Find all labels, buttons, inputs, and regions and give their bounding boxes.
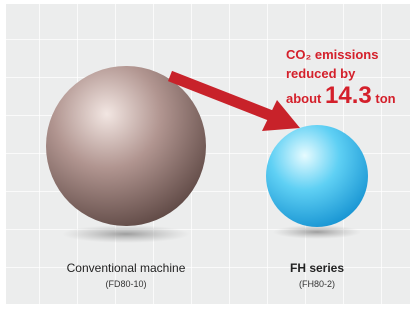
- annotation-amount: 14.3: [325, 82, 372, 109]
- item-name: FH series: [290, 261, 344, 275]
- annotation-unit: ton: [375, 91, 395, 106]
- annotation-line: reduced by: [286, 66, 356, 81]
- sphere-shadow: [62, 225, 190, 243]
- annotation-prefix: about: [286, 91, 322, 106]
- item-name: Conventional machine: [67, 261, 186, 275]
- conventional-sphere: [46, 66, 206, 226]
- sphere-shadow: [273, 225, 361, 239]
- infographic: CO₂ emissions reduced by about 14.3 ton …: [0, 0, 418, 312]
- item-model: (FD80-10): [105, 279, 146, 289]
- fh-sphere: [266, 125, 368, 227]
- item-model: (FH80-2): [299, 279, 335, 289]
- annotation-line: CO₂ emissions: [286, 47, 378, 62]
